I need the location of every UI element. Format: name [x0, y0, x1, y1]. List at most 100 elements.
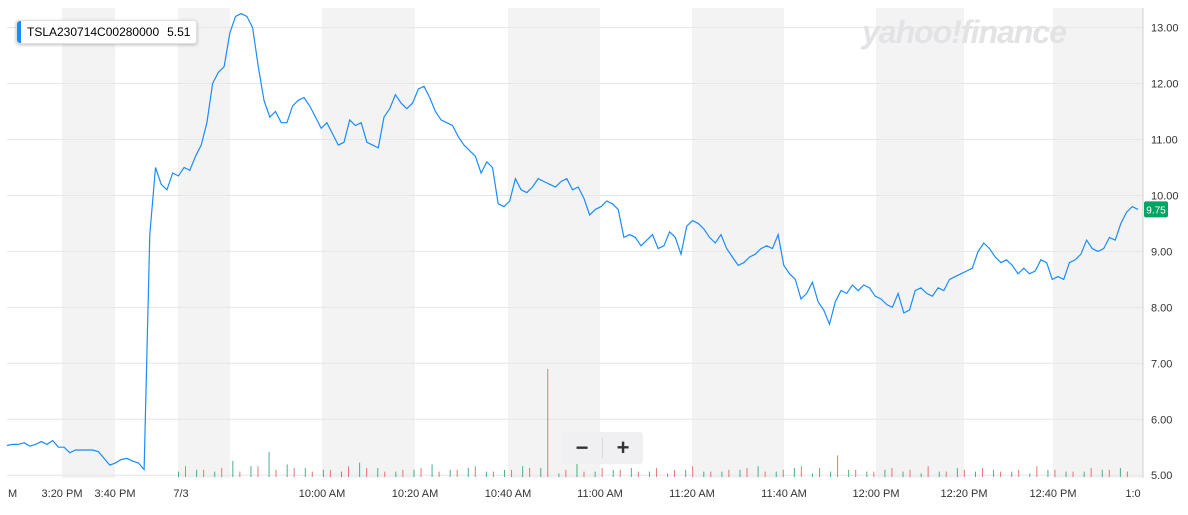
time-band-6 — [1053, 8, 1143, 478]
volume-bar-down — [728, 469, 730, 477]
volume-bar-up — [196, 469, 198, 477]
x-tick-label: 12:20 PM — [940, 488, 987, 500]
volume-bar-up — [214, 471, 216, 477]
volume-bar-up — [739, 469, 741, 477]
volume-bar-down — [456, 469, 458, 477]
volume-bar-down — [710, 471, 712, 477]
x-tick-label: 3:40 PM — [95, 488, 136, 500]
volume-bar-down — [692, 466, 694, 477]
volume-bar-down — [275, 469, 277, 477]
x-tick-label: 10:00 AM — [299, 488, 345, 500]
x-tick-label: 11:20 AM — [669, 488, 715, 500]
volume-bar-down — [293, 468, 295, 477]
volume-bar-down — [601, 468, 603, 477]
volume-bar-up — [902, 471, 904, 477]
volume-bar-down — [311, 471, 313, 477]
volume-bar-up — [1029, 473, 1031, 477]
volume-bar-up — [178, 471, 179, 477]
volume-bar-up — [974, 471, 976, 477]
x-tick-label: 1:0 — [1125, 488, 1140, 500]
volume-bar-up — [721, 471, 723, 477]
volume-bar-down — [402, 469, 404, 477]
symbol-value: 5.51 — [167, 25, 191, 39]
volume-bar-down — [492, 471, 494, 477]
volume-bar-down — [945, 471, 947, 477]
volume-bar-down — [873, 471, 875, 477]
volume-bar-up — [884, 469, 886, 477]
volume-bar-down — [366, 468, 368, 477]
volume-bar-up — [467, 468, 469, 477]
volume-bar-down — [547, 369, 549, 477]
y-tick-label: 12.00 — [1151, 79, 1179, 91]
volume-bar-down — [1108, 469, 1110, 477]
zoom-out-button[interactable]: − — [575, 435, 589, 460]
volume-bar-down — [927, 466, 929, 477]
volume-bar-up — [232, 460, 234, 477]
x-tick-label: 12:00 PM — [852, 488, 899, 500]
volume-bar-down — [782, 469, 784, 477]
volume-bar-up — [956, 468, 958, 477]
time-band-5 — [876, 8, 964, 478]
y-tick-label: 9.00 — [1151, 246, 1172, 258]
volume-bar-down — [637, 471, 639, 477]
yahoo-finance-logo: yahoo!finance — [862, 14, 1067, 50]
volume-bar-down — [1036, 466, 1038, 477]
volume-bar-up — [594, 471, 596, 477]
last-price-badge — [1144, 201, 1168, 218]
volume-bar-up — [1083, 471, 1085, 477]
volume-bar-down — [764, 471, 766, 477]
volume-bar-up — [1047, 469, 1049, 477]
y-tick-label: 10.00 — [1151, 190, 1179, 202]
volume-bar-down — [474, 466, 476, 477]
volume-bar-up — [685, 469, 687, 477]
y-tick-label: 8.00 — [1151, 302, 1172, 314]
volume-bar-up — [703, 471, 705, 477]
volume-bar-up — [1011, 471, 1013, 477]
volume-bar-down — [348, 466, 350, 477]
volume-bar-down — [203, 469, 205, 477]
x-tick-label: M — [8, 488, 17, 500]
volume-bar-down — [257, 466, 259, 477]
volume-bar-up — [830, 471, 832, 477]
volume-bar-up — [413, 469, 415, 477]
series-color-swatch — [17, 21, 21, 43]
volume-bar-down — [529, 468, 531, 477]
zoom-controls: − + — [562, 432, 643, 464]
volume-bar-down — [674, 469, 676, 477]
volume-bar-down — [981, 468, 983, 477]
volume-bar-down — [1018, 469, 1020, 477]
volume-bar-down — [1000, 471, 1002, 477]
volume-bar-up — [648, 471, 650, 477]
volume-bar-down — [655, 468, 657, 477]
time-band-2 — [322, 8, 415, 478]
volume-bar-down — [221, 468, 223, 477]
volume-bar-down — [800, 466, 802, 477]
volume-bar-up — [775, 471, 777, 477]
volume-bar-down — [619, 469, 621, 477]
volume-bar-up — [576, 462, 578, 477]
zoom-in-button[interactable]: + — [616, 435, 630, 460]
volume-bar-up — [630, 468, 632, 477]
last-price-label: 9.75 — [1146, 205, 1166, 216]
volume-bar-up — [757, 466, 759, 477]
x-tick-label: 3:20 PM — [42, 488, 83, 500]
volume-bar-up — [322, 469, 324, 477]
x-tick-label: 10:20 AM — [392, 488, 438, 500]
x-tick-label: 11:40 AM — [761, 488, 807, 500]
volume-bar-down — [583, 471, 585, 477]
volume-bar-down — [438, 471, 440, 477]
volume-bar-up — [341, 471, 343, 477]
volume-bar-up — [359, 462, 361, 477]
volume-bar-up — [522, 466, 524, 477]
price-series-line — [6, 12, 1139, 472]
x-tick-label: 10:40 AM — [485, 488, 531, 500]
x-tick-label: 11:00 AM — [577, 488, 623, 500]
volume-bar-down — [1072, 471, 1074, 477]
volume-bar-up — [920, 473, 922, 477]
volume-bar-up — [540, 468, 542, 477]
volume-bar-down — [420, 468, 422, 477]
volume-bar-up — [1065, 471, 1067, 477]
volume-bar-up — [431, 464, 433, 477]
